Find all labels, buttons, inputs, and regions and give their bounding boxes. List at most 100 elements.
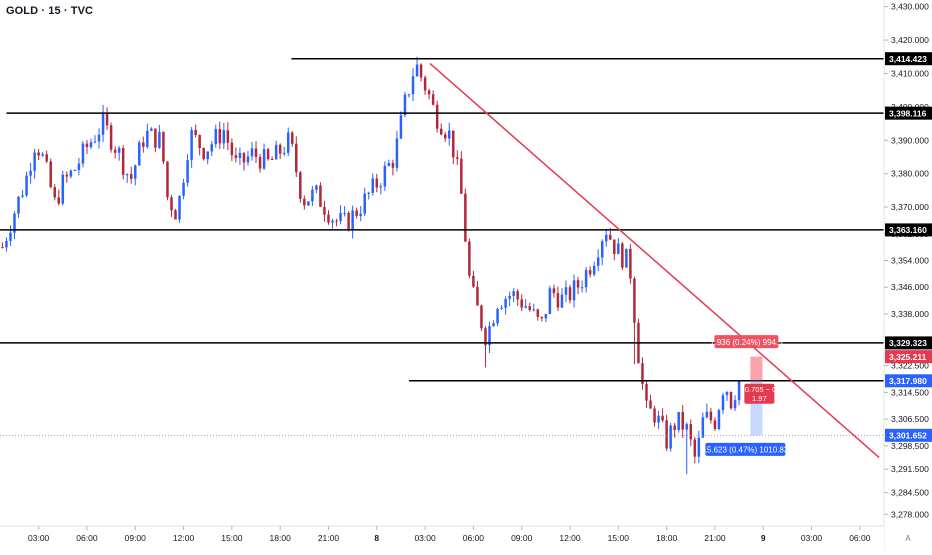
candle [379, 186, 383, 188]
candle [439, 128, 443, 135]
stop-label[interactable]: 7.936 (0.24%) 994.5 [710, 335, 783, 349]
candle [138, 142, 141, 166]
price-tick-label: 3,430.000 [891, 2, 929, 12]
candle [709, 411, 713, 421]
dotted-price-tag-text: 3,301.652 [889, 431, 927, 441]
position-tool-layer[interactable]: 7.936 (0.24%) 994.5 15.623 (0.47%) 1010.8… [702, 335, 789, 456]
candle [65, 174, 69, 177]
candle [693, 439, 697, 457]
dotted-price-tag-bg [885, 428, 932, 442]
symbol-title[interactable]: GOLD · 15 · TVC [6, 5, 94, 17]
candle [363, 193, 366, 214]
level-price-tag[interactable]: 3,414.423 [885, 52, 932, 66]
level-price-tag[interactable]: 3,398.116 [885, 106, 932, 120]
candle [286, 132, 290, 153]
candle [689, 424, 693, 440]
price-tick-label: 3,354.000 [891, 255, 929, 265]
time-tick-label: 15:00 [221, 533, 243, 543]
level-price-tag-text: 3,329.323 [889, 338, 927, 348]
candle [677, 411, 680, 430]
candle [560, 294, 564, 308]
candle [488, 326, 491, 346]
candle [343, 212, 346, 214]
candle [584, 270, 588, 288]
candle [375, 178, 379, 188]
price-axis[interactable]: 3,430.0003,420.0003,410.0003,400.0003,39… [883, 0, 932, 550]
candle [121, 148, 125, 175]
position-center-label[interactable]: -0.705 − 01.97 [742, 383, 776, 404]
candle [319, 185, 322, 207]
candle [53, 187, 56, 198]
candle [713, 420, 717, 430]
trend-line[interactable] [429, 62, 880, 459]
candle [395, 138, 399, 168]
level-price-tag-bg [885, 52, 932, 66]
candle [371, 178, 375, 193]
candle [202, 148, 205, 160]
marker-price-tag-bg [885, 374, 932, 388]
candle [93, 141, 97, 143]
candle [266, 149, 270, 160]
candle [733, 400, 737, 409]
candle [411, 76, 415, 95]
candle [435, 104, 439, 129]
candle [21, 195, 24, 197]
candle [508, 295, 511, 299]
auto-scale-button[interactable]: A [905, 534, 911, 543]
candle [113, 149, 117, 153]
candle [61, 174, 65, 204]
candle [697, 437, 701, 457]
level-price-tag-bg [885, 106, 932, 120]
level-price-tag[interactable]: 3,363.160 [885, 223, 932, 237]
candle [609, 234, 612, 240]
candle [460, 158, 463, 194]
candle [721, 395, 725, 411]
candle [81, 143, 85, 164]
candle [548, 288, 552, 314]
marker-price-tag[interactable]: 3,325.211 [885, 350, 932, 364]
target-label[interactable]: 15.623 (0.47%) 1010.83 [702, 442, 789, 456]
time-axis-bg [0, 526, 884, 550]
candle [399, 115, 403, 139]
candle [254, 148, 258, 157]
candle [214, 129, 218, 145]
candle [737, 380, 741, 401]
candle [456, 157, 459, 159]
candle [536, 309, 540, 317]
time-axis[interactable]: 03:00 06:00 09:00 12:00 15:00 18:00 21:00 8 03:0… [0, 525, 911, 550]
candle [532, 309, 536, 311]
candle [146, 130, 149, 147]
candle [540, 316, 544, 319]
candle [13, 213, 16, 233]
candle [705, 411, 709, 418]
candle [331, 220, 334, 223]
price-tick-label: 3,284.500 [891, 488, 929, 498]
candle [669, 425, 672, 449]
time-tick-label: 21:00 [318, 533, 340, 543]
level-price-tag-text: 3,414.423 [889, 54, 927, 64]
candle [452, 130, 455, 158]
trendline-layer[interactable] [429, 62, 880, 459]
candle [685, 424, 688, 430]
candle [206, 151, 209, 160]
stop-zone[interactable] [750, 356, 763, 381]
candle [504, 298, 507, 308]
candle [327, 214, 330, 223]
level-price-tag[interactable]: 3,329.323 [885, 336, 932, 350]
candle [447, 130, 451, 139]
candle [246, 156, 250, 163]
time-tick-label: 8 [374, 533, 379, 543]
price-tick-label: 3,346.000 [891, 282, 929, 292]
candle [154, 128, 157, 148]
candle [242, 152, 246, 163]
candle [625, 248, 628, 268]
candle [125, 174, 129, 176]
candle [367, 192, 370, 194]
time-tick-label: 9 [761, 533, 766, 543]
dotted-price-tag[interactable]: 3,301.652 [885, 428, 932, 442]
marker-price-tag[interactable]: 3,317.980 [885, 374, 932, 388]
candle [109, 125, 113, 150]
marker-price-tag-text: 3,317.980 [889, 376, 927, 386]
